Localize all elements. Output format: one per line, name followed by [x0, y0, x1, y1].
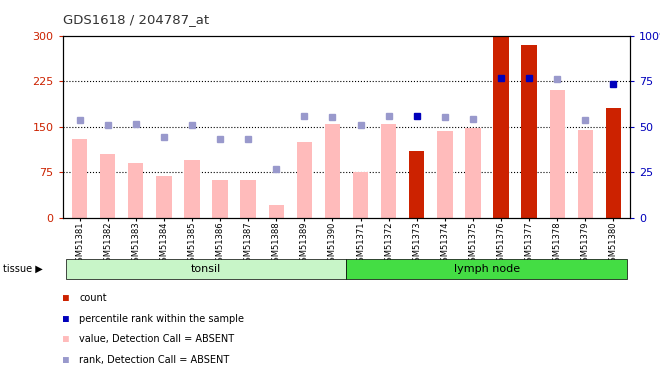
Text: ■: ■ — [63, 334, 69, 344]
Bar — [296, 142, 312, 218]
Bar — [409, 151, 424, 217]
Bar — [325, 123, 340, 218]
Bar — [269, 206, 284, 218]
Bar — [465, 128, 480, 217]
Bar — [521, 45, 537, 218]
Bar — [100, 154, 116, 218]
Text: tissue ▶: tissue ▶ — [3, 264, 43, 274]
Text: lymph node: lymph node — [454, 264, 520, 274]
Bar — [72, 139, 87, 218]
Bar — [128, 163, 143, 218]
Bar — [156, 176, 172, 218]
Bar — [240, 180, 256, 218]
Text: ■: ■ — [63, 314, 69, 324]
Text: GDS1618 / 204787_at: GDS1618 / 204787_at — [63, 13, 209, 26]
Bar — [606, 108, 621, 217]
Bar — [346, 259, 628, 279]
Bar — [353, 172, 368, 217]
Bar — [213, 180, 228, 218]
Text: rank, Detection Call = ABSENT: rank, Detection Call = ABSENT — [79, 355, 230, 365]
Text: count: count — [79, 293, 107, 303]
Bar — [65, 259, 346, 279]
Bar — [493, 38, 509, 218]
Text: ■: ■ — [63, 355, 69, 365]
Text: value, Detection Call = ABSENT: value, Detection Call = ABSENT — [79, 334, 234, 344]
Bar — [184, 160, 200, 218]
Bar — [578, 130, 593, 218]
Text: tonsil: tonsil — [191, 264, 221, 274]
Bar — [550, 90, 565, 218]
Text: ■: ■ — [63, 293, 69, 303]
Bar — [437, 131, 453, 218]
Bar — [381, 123, 397, 218]
Text: percentile rank within the sample: percentile rank within the sample — [79, 314, 244, 324]
